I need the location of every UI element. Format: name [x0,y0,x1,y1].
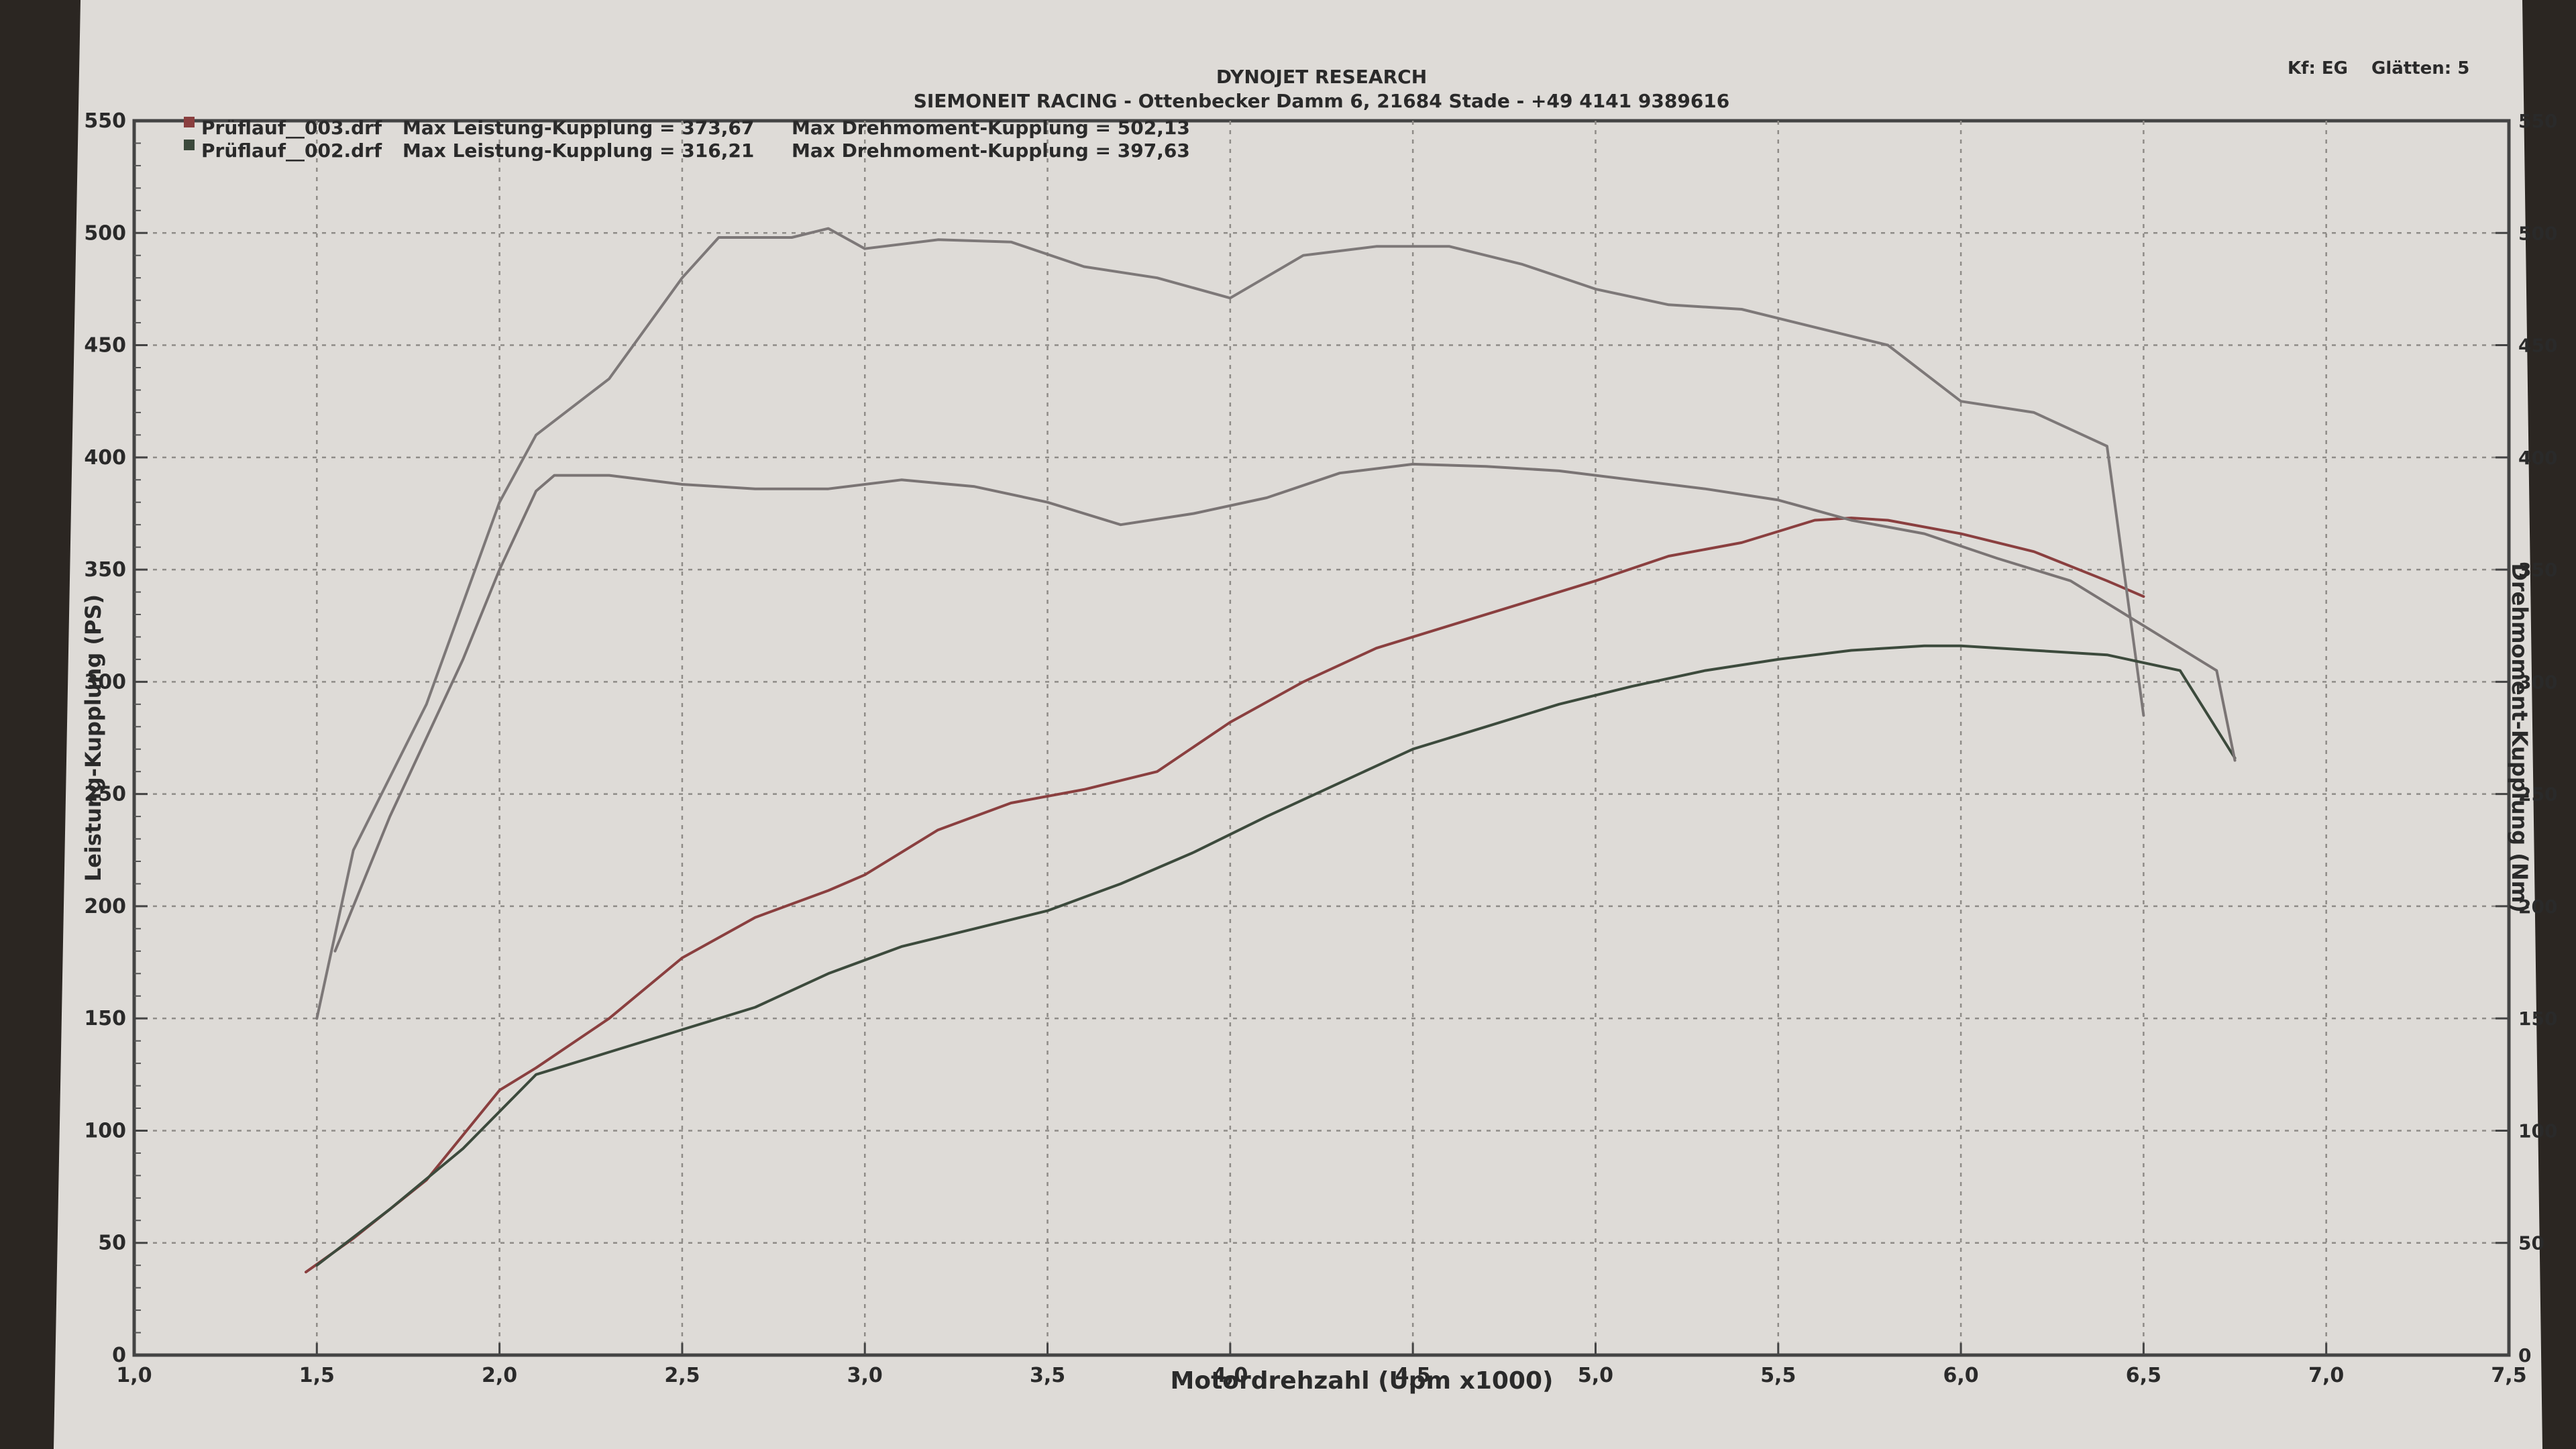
legend-power-run002: Max Leistung-Kupplung = 316,21 [402,140,754,162]
y-axis-label-left: Leistung-Kupplung (PS) [80,594,106,881]
y2-tick-label: 0 [2518,1344,2531,1366]
paper-sheet [54,0,2542,1449]
x-tick-label: 4,0 [1212,1364,1248,1387]
x-tick-label: 6,0 [1943,1364,1978,1387]
plot-frame [132,119,2511,1357]
y-tick-label: 550 [84,109,126,133]
run003-power-line [305,517,2145,1274]
y-tick-label: 200 [84,895,126,918]
y-tick-label: 500 [84,221,126,245]
legend-power-run003: Max Leistung-Kupplung = 373,67 [402,117,754,139]
legend-swatch-run003 [184,117,195,127]
x-tick-label: 3,0 [847,1364,883,1387]
y2-tick-label: 50 [2518,1232,2544,1254]
x-axis-label: Motordrehzahl (Upm x1000) [1171,1367,1554,1395]
legend-torque-run002: Max Drehmoment-Kupplung = 397,63 [792,140,1190,162]
y2-tick-label: 500 [2518,222,2557,244]
y-tick-label: 400 [84,446,126,470]
x-tick-label: 7,5 [2491,1364,2526,1387]
run002-power-line [315,644,2237,1267]
kf-label: Kf: EG [2288,58,2348,78]
y2-tick-label: 450 [2518,335,2557,357]
y-tick-label: 300 [84,670,126,694]
smoothing-label: Glätten: 5 [2371,58,2469,78]
x-tick-label: 1,0 [116,1364,152,1387]
y-tick-label: 50 [98,1232,126,1255]
run002-torque-line [333,462,2237,953]
x-tick-label: 2,0 [482,1364,517,1387]
y2-tick-label: 100 [2518,1120,2557,1142]
y2-tick-label: 300 [2518,671,2557,693]
axis-ticks: 1,0 1,5 2,0 2,5 3,0 3,5 4,0 4,5 5,0 5,5 6,0 6,5 7,0 7… [84,109,2557,1387]
x-tick-label: 5,0 [1578,1364,1613,1387]
legend-torque-run003: Max Drehmoment-Kupplung = 502,13 [792,117,1190,139]
x-tick-label: 7,0 [2308,1364,2344,1387]
y2-tick-label: 150 [2518,1008,2557,1030]
y-tick-label: 100 [84,1119,126,1142]
y2-tick-label: 200 [2518,896,2557,918]
x-tick-label: 2,5 [664,1364,700,1387]
legend-file-run002: Prüflauf__002.drf [201,140,382,162]
x-tick-label: 6,5 [2126,1364,2161,1387]
x-tick-label: 3,5 [1030,1364,1065,1387]
y-tick-label: 150 [84,1007,126,1030]
y2-tick-label: 350 [2518,559,2557,581]
y-tick-label: 250 [84,783,126,806]
y-tick-label: 350 [84,558,126,582]
legend-swatch-run002 [184,140,195,150]
x-tick-label: 5,5 [1760,1364,1796,1387]
series-lines [305,227,2237,1274]
x-tick-label: 1,5 [299,1364,335,1387]
x-tick-label: 4,5 [1395,1364,1431,1387]
y2-tick-label: 550 [2518,110,2557,132]
y-tick-label: 450 [84,334,126,358]
legend-file-run003: Prüflauf__003.drf [201,117,382,139]
y2-tick-label: 250 [2518,784,2557,806]
grid-lines [134,121,2509,1355]
y2-tick-label: 400 [2518,447,2557,469]
run003-torque-line [315,227,2145,1020]
y-tick-label: 0 [112,1344,126,1367]
chart-title: DYNOJET RESEARCH [1216,66,1427,88]
y-axis-label-right: Drehmoment-Kupplung (Nm) [2507,563,2532,912]
chart-subtitle: SIEMONEIT RACING - Ottenbecker Damm 6, 2… [914,90,1730,112]
